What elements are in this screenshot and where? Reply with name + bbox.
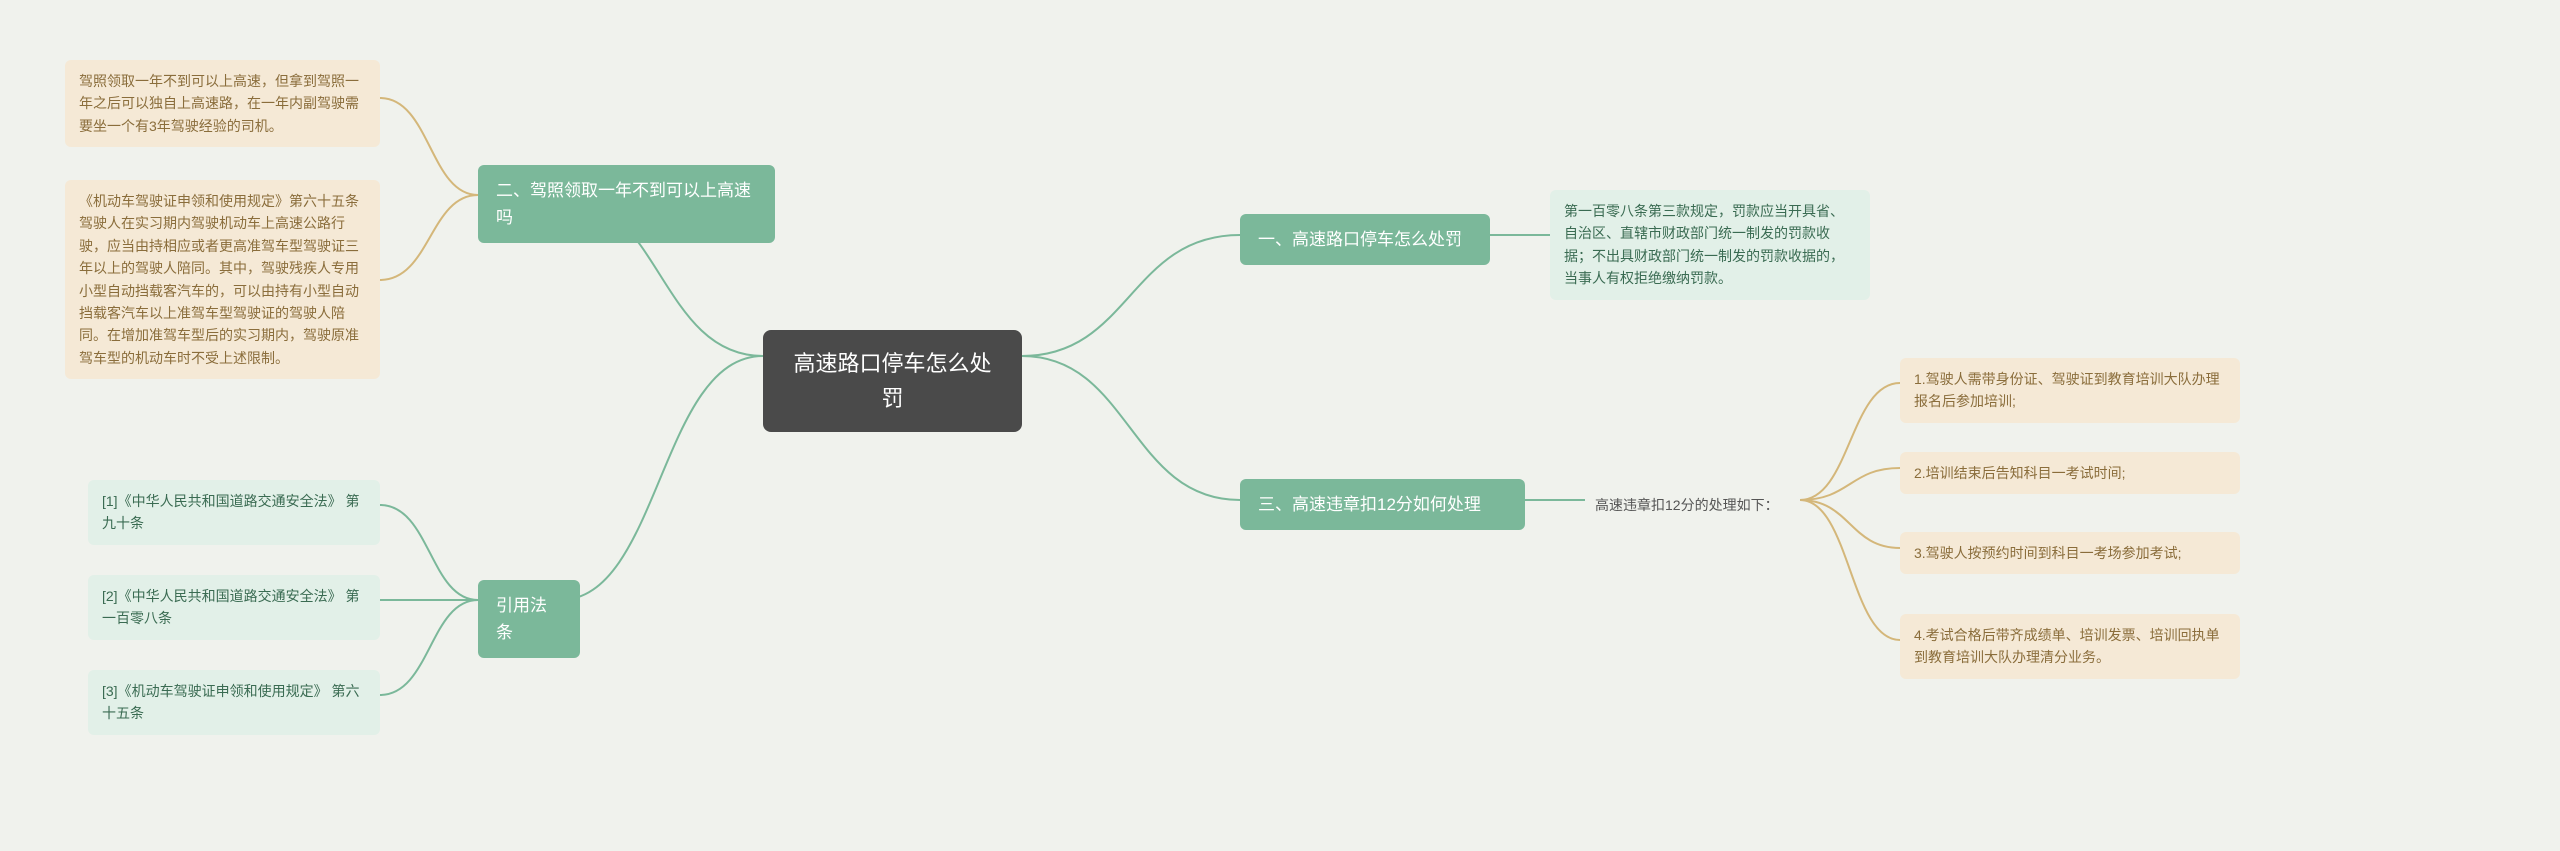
leaf-text: 4.考试合格后带齐成绩单、培训发票、培训回执单到教育培训大队办理清分业务。	[1914, 627, 2220, 665]
leaf-text: 1.驾驶人需带身份证、驾驶证到教育培训大队办理报名后参加培训;	[1914, 371, 2220, 409]
leaf-text: 《机动车驾驶证申领和使用规定》第六十五条 驾驶人在实习期内驾驶机动车上高速公路行…	[79, 193, 359, 366]
branch-4-leaf-3: [3]《机动车驾驶证申领和使用规定》 第六十五条	[88, 670, 380, 735]
leaf-text: 2.培训结束后告知科目一考试时间;	[1914, 465, 2126, 481]
branch-3-leaf-1: 1.驾驶人需带身份证、驾驶证到教育培训大队办理报名后参加培训;	[1900, 358, 2240, 423]
branch-4: 引用法条	[478, 580, 580, 658]
branch-1-leaf-text: 第一百零八条第三款规定，罚款应当开具省、自治区、直辖市财政部门统一制发的罚款收据…	[1564, 203, 1844, 286]
leaf-text: 3.驾驶人按预约时间到科目一考场参加考试;	[1914, 545, 2182, 561]
branch-2-leaf-1: 驾照领取一年不到可以上高速，但拿到驾照一年之后可以独自上高速路，在一年内副驾驶需…	[65, 60, 380, 147]
leaf-text: 驾照领取一年不到可以上高速，但拿到驾照一年之后可以独自上高速路，在一年内副驾驶需…	[79, 73, 359, 134]
leaf-text: [1]《中华人民共和国道路交通安全法》 第九十条	[102, 493, 359, 531]
branch-3-mid-text: 高速违章扣12分的处理如下：	[1595, 497, 1779, 513]
connector-layer	[0, 0, 2560, 851]
branch-3-label: 三、高速违章扣12分如何处理	[1258, 495, 1481, 514]
branch-3: 三、高速违章扣12分如何处理	[1240, 479, 1525, 530]
branch-3-leaf-4: 4.考试合格后带齐成绩单、培训发票、培训回执单到教育培训大队办理清分业务。	[1900, 614, 2240, 679]
branch-2: 二、驾照领取一年不到可以上高速吗	[478, 165, 775, 243]
branch-3-leaf-3: 3.驾驶人按预约时间到科目一考场参加考试;	[1900, 532, 2240, 574]
root-text: 高速路口停车怎么处罚	[793, 351, 991, 411]
branch-1-label: 一、高速路口停车怎么处罚	[1258, 230, 1462, 249]
branch-3-mid: 高速违章扣12分的处理如下：	[1585, 488, 1800, 522]
branch-4-leaf-2: [2]《中华人民共和国道路交通安全法》 第一百零八条	[88, 575, 380, 640]
leaf-text: [3]《机动车驾驶证申领和使用规定》 第六十五条	[102, 683, 359, 721]
branch-1-leaf: 第一百零八条第三款规定，罚款应当开具省、自治区、直辖市财政部门统一制发的罚款收据…	[1550, 190, 1870, 300]
branch-3-leaf-2: 2.培训结束后告知科目一考试时间;	[1900, 452, 2240, 494]
branch-2-leaf-2: 《机动车驾驶证申领和使用规定》第六十五条 驾驶人在实习期内驾驶机动车上高速公路行…	[65, 180, 380, 379]
branch-4-label: 引用法条	[496, 596, 547, 642]
leaf-text: [2]《中华人民共和国道路交通安全法》 第一百零八条	[102, 588, 359, 626]
mindmap-root: 高速路口停车怎么处罚	[763, 330, 1022, 432]
branch-1: 一、高速路口停车怎么处罚	[1240, 214, 1490, 265]
branch-4-leaf-1: [1]《中华人民共和国道路交通安全法》 第九十条	[88, 480, 380, 545]
branch-2-label: 二、驾照领取一年不到可以上高速吗	[496, 181, 751, 227]
